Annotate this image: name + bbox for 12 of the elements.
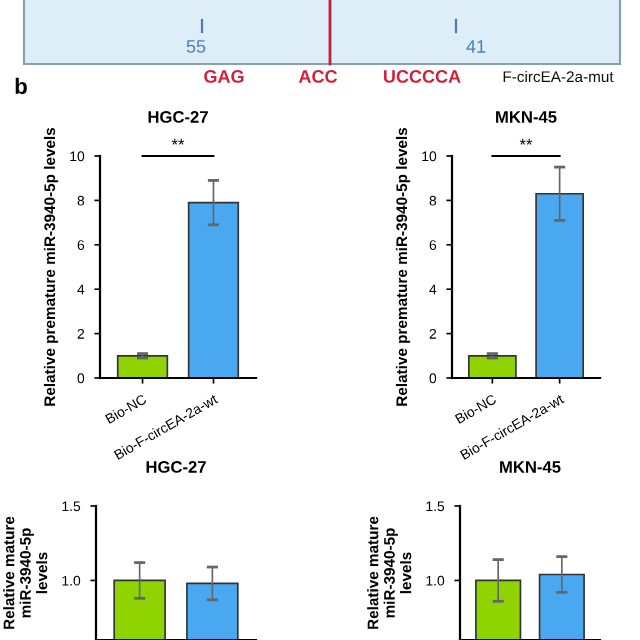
chart-title: MKN-45 bbox=[500, 461, 561, 473]
text: UCCCCA bbox=[383, 70, 461, 83]
text: GAG bbox=[204, 70, 244, 83]
text: ** bbox=[519, 138, 533, 145]
chart-title: HGC-27 bbox=[146, 461, 206, 473]
text: 55 bbox=[186, 40, 206, 53]
text: 41 bbox=[466, 40, 486, 53]
text: ** bbox=[171, 138, 185, 145]
chart-title: HGC-27 bbox=[148, 111, 208, 123]
chart-title: MKN-45 bbox=[496, 111, 557, 123]
text: b bbox=[15, 77, 27, 95]
text: ACC bbox=[298, 70, 338, 83]
